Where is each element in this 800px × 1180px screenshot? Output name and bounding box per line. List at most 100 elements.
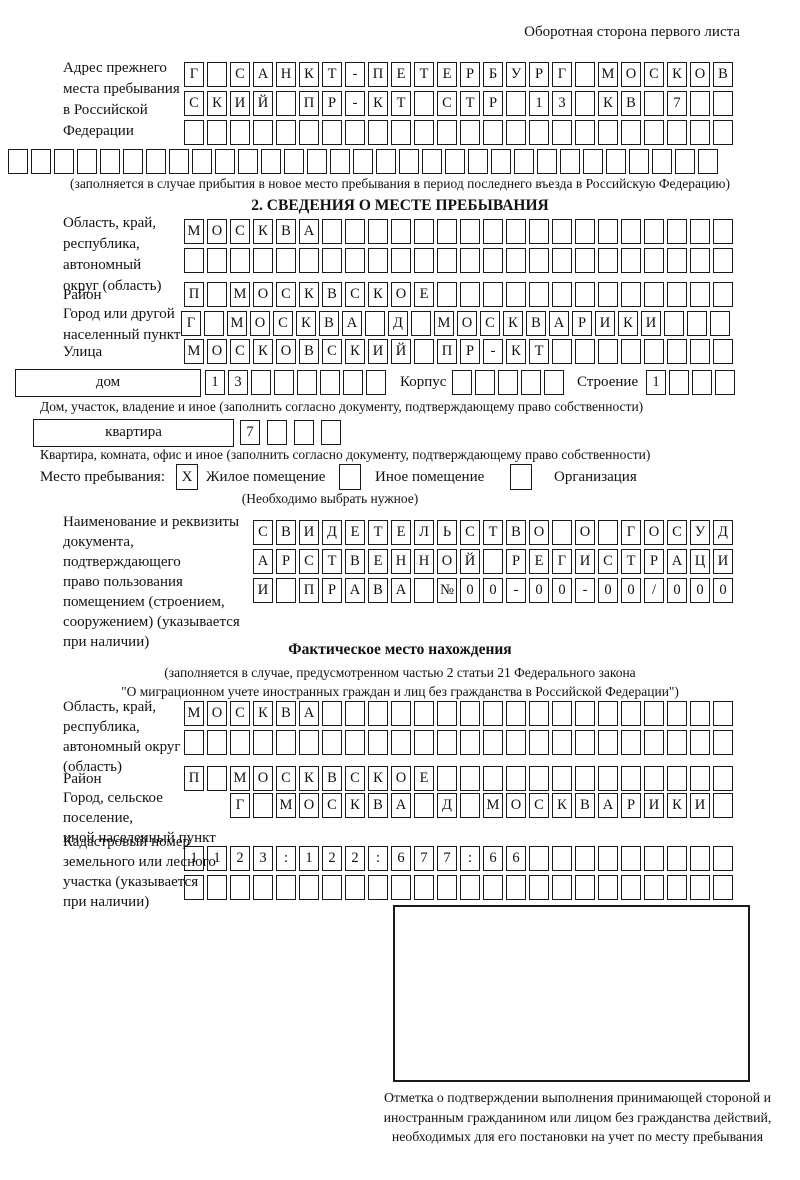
char-box[interactable]: [529, 282, 549, 307]
char-box[interactable]: [468, 149, 488, 174]
char-box[interactable]: [368, 701, 388, 726]
char-box[interactable]: [667, 282, 687, 307]
char-box[interactable]: К: [368, 766, 388, 791]
char-box[interactable]: А: [342, 311, 362, 336]
char-box[interactable]: Р: [483, 91, 503, 116]
char-box[interactable]: Р: [644, 549, 664, 574]
char-box[interactable]: С: [460, 520, 480, 545]
char-box[interactable]: У: [506, 62, 526, 87]
char-box[interactable]: [713, 219, 733, 244]
char-box[interactable]: [253, 248, 273, 273]
char-box[interactable]: [667, 339, 687, 364]
char-box[interactable]: [644, 282, 664, 307]
char-box[interactable]: [146, 149, 166, 174]
char-box[interactable]: [483, 701, 503, 726]
char-box[interactable]: А: [391, 578, 411, 603]
char-box[interactable]: [322, 120, 342, 145]
char-box[interactable]: [690, 248, 710, 273]
char-box[interactable]: [621, 339, 641, 364]
char-box[interactable]: К: [299, 282, 319, 307]
char-box[interactable]: [414, 793, 434, 818]
char-box[interactable]: Д: [713, 520, 733, 545]
char-box[interactable]: С: [345, 282, 365, 307]
char-box[interactable]: [414, 120, 434, 145]
char-box[interactable]: [414, 701, 434, 726]
char-box[interactable]: [204, 311, 224, 336]
char-box[interactable]: И: [230, 91, 250, 116]
char-box[interactable]: [690, 875, 710, 900]
char-box[interactable]: Т: [414, 62, 434, 87]
char-box[interactable]: [690, 91, 710, 116]
char-box[interactable]: К: [503, 311, 523, 336]
char-box[interactable]: [552, 520, 572, 545]
char-box[interactable]: П: [299, 91, 319, 116]
char-box[interactable]: [621, 846, 641, 871]
char-box[interactable]: [713, 875, 733, 900]
char-box[interactable]: [529, 730, 549, 755]
char-box[interactable]: К: [296, 311, 316, 336]
char-box[interactable]: А: [549, 311, 569, 336]
char-box[interactable]: К: [368, 91, 388, 116]
char-box[interactable]: 2: [322, 846, 342, 871]
char-box[interactable]: 7: [240, 420, 260, 445]
char-box[interactable]: К: [345, 793, 365, 818]
char-box[interactable]: [452, 370, 472, 395]
char-box[interactable]: О: [299, 793, 319, 818]
char-box[interactable]: [715, 370, 735, 395]
char-box[interactable]: А: [667, 549, 687, 574]
char-box[interactable]: [667, 120, 687, 145]
char-box[interactable]: [100, 149, 120, 174]
char-box[interactable]: [506, 91, 526, 116]
char-box[interactable]: В: [319, 311, 339, 336]
char-box[interactable]: [322, 701, 342, 726]
char-box[interactable]: С: [230, 701, 250, 726]
char-box[interactable]: [437, 875, 457, 900]
char-box[interactable]: [713, 339, 733, 364]
char-box[interactable]: [514, 149, 534, 174]
char-box[interactable]: [529, 766, 549, 791]
char-box[interactable]: [575, 846, 595, 871]
char-box[interactable]: С: [273, 311, 293, 336]
char-box[interactable]: [621, 219, 641, 244]
char-box[interactable]: [698, 149, 718, 174]
char-box[interactable]: [184, 248, 204, 273]
char-box[interactable]: [713, 91, 733, 116]
char-box[interactable]: Г: [552, 62, 572, 87]
char-box[interactable]: М: [230, 766, 250, 791]
char-box[interactable]: С: [480, 311, 500, 336]
char-box[interactable]: [460, 282, 480, 307]
char-box[interactable]: Е: [391, 62, 411, 87]
char-box[interactable]: 1: [207, 846, 227, 871]
char-box[interactable]: [253, 120, 273, 145]
char-box[interactable]: [710, 311, 730, 336]
char-box[interactable]: [575, 766, 595, 791]
char-box[interactable]: [376, 149, 396, 174]
char-box[interactable]: 0: [552, 578, 572, 603]
char-box[interactable]: [276, 248, 296, 273]
char-box[interactable]: [391, 219, 411, 244]
char-box[interactable]: [365, 311, 385, 336]
char-box[interactable]: [31, 149, 51, 174]
char-box[interactable]: В: [526, 311, 546, 336]
char-box[interactable]: В: [368, 578, 388, 603]
char-box[interactable]: О: [207, 339, 227, 364]
char-box[interactable]: В: [713, 62, 733, 87]
char-box[interactable]: Р: [572, 311, 592, 336]
char-box[interactable]: [692, 370, 712, 395]
char-box[interactable]: [184, 120, 204, 145]
char-box[interactable]: К: [253, 701, 273, 726]
char-box[interactable]: О: [506, 793, 526, 818]
char-box[interactable]: [498, 370, 518, 395]
char-box[interactable]: [207, 766, 227, 791]
organization-checkbox[interactable]: [510, 464, 532, 490]
char-box[interactable]: К: [598, 91, 618, 116]
char-box[interactable]: Т: [460, 91, 480, 116]
char-box[interactable]: :: [460, 846, 480, 871]
char-box[interactable]: С: [345, 766, 365, 791]
char-box[interactable]: 0: [598, 578, 618, 603]
char-box[interactable]: [414, 248, 434, 273]
char-box[interactable]: Г: [181, 311, 201, 336]
char-box[interactable]: О: [457, 311, 477, 336]
char-box[interactable]: [644, 846, 664, 871]
char-box[interactable]: С: [230, 339, 250, 364]
